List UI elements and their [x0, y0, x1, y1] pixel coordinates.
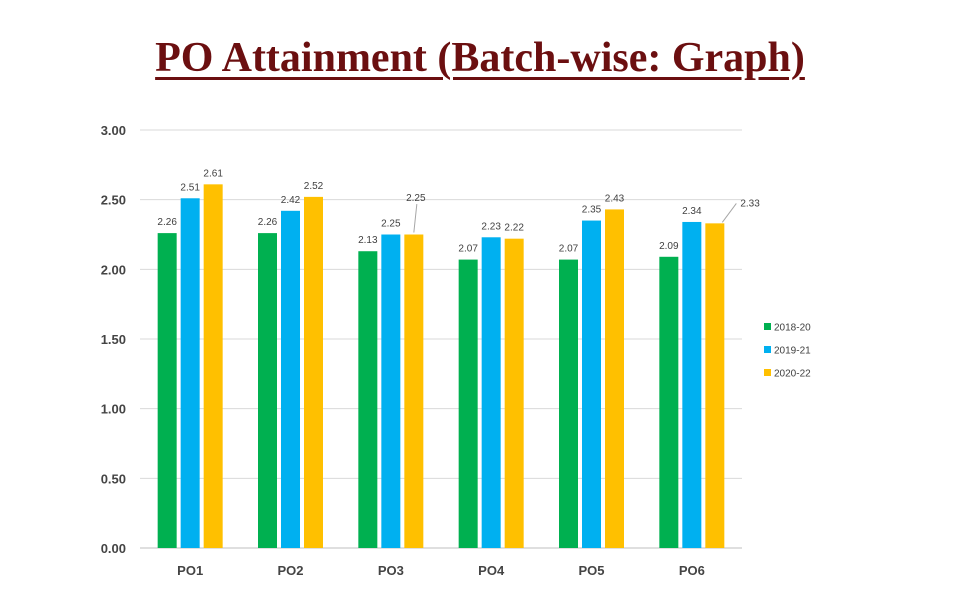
bar-2020-22-PO5 [605, 209, 624, 549]
bar-2019-21-PO3 [381, 234, 401, 548]
bar-2018-20-PO3 [358, 251, 378, 548]
slide-title: PO Attainment (Batch-wise: Graph) [155, 35, 805, 81]
bar-2019-21-PO6 [682, 221, 702, 548]
x-tick-label: PO4 [478, 563, 505, 578]
data-label: 2.26 [258, 217, 278, 228]
data-label: 2.34 [682, 206, 702, 217]
data-label: 2.61 [203, 168, 223, 179]
data-label: 2.52 [304, 181, 324, 192]
bar-2020-22-PO3 [404, 234, 424, 548]
data-label: 2.25 [406, 193, 426, 204]
x-tick-label: PO6 [679, 563, 705, 578]
legend-label: 2018-20 [774, 323, 811, 334]
y-tick-label: 3.00 [101, 123, 126, 138]
data-label: 2.51 [180, 182, 200, 193]
legend-swatch [764, 369, 771, 376]
label-leader-line [413, 204, 418, 233]
y-tick-label: 0.00 [101, 541, 126, 556]
bar-2018-20-PO2 [258, 233, 277, 548]
bar-2020-22-PO4 [504, 238, 524, 548]
data-label: 2.33 [740, 198, 760, 209]
data-label: 2.23 [481, 221, 501, 232]
x-tick-label: PO5 [578, 563, 604, 578]
data-label: 2.07 [458, 244, 478, 255]
data-label: 2.25 [381, 219, 401, 230]
legend-label: 2019-21 [774, 346, 811, 357]
x-tick-label: PO1 [177, 563, 203, 578]
bar-2020-22-PO1 [203, 184, 223, 548]
y-tick-label: 0.50 [101, 471, 126, 486]
data-label: 2.42 [281, 195, 301, 206]
bar-2020-22-PO6 [705, 223, 725, 548]
data-label: 2.35 [582, 205, 602, 216]
y-tick-label: 2.50 [101, 193, 126, 208]
data-label: 2.07 [559, 244, 579, 255]
x-tick-label: PO3 [378, 563, 404, 578]
y-tick-label: 2.00 [101, 262, 126, 277]
y-tick-label: 1.00 [101, 402, 126, 417]
bar-2019-21-PO1 [180, 198, 200, 549]
data-label: 2.43 [605, 193, 625, 204]
x-tick-label: PO2 [277, 563, 303, 578]
bar-2019-21-PO4 [481, 237, 501, 548]
y-tick-label: 1.50 [101, 332, 126, 347]
legend-label: 2020-22 [774, 369, 811, 380]
legend-swatch [764, 323, 771, 330]
data-label: 2.13 [358, 235, 378, 246]
bar-2019-21-PO5 [582, 220, 601, 549]
label-leader-line [721, 203, 737, 223]
data-label: 2.09 [659, 241, 679, 252]
legend-swatch [764, 346, 771, 353]
bar-2018-20-PO6 [659, 256, 679, 548]
bar-2018-20-PO5 [559, 259, 578, 548]
data-label: 2.26 [157, 217, 177, 228]
bar-2018-20-PO4 [458, 259, 478, 548]
bar-2019-21-PO2 [281, 210, 300, 548]
bar-2020-22-PO2 [304, 196, 323, 548]
data-label: 2.22 [504, 223, 524, 234]
bar-2018-20-PO1 [157, 233, 177, 548]
